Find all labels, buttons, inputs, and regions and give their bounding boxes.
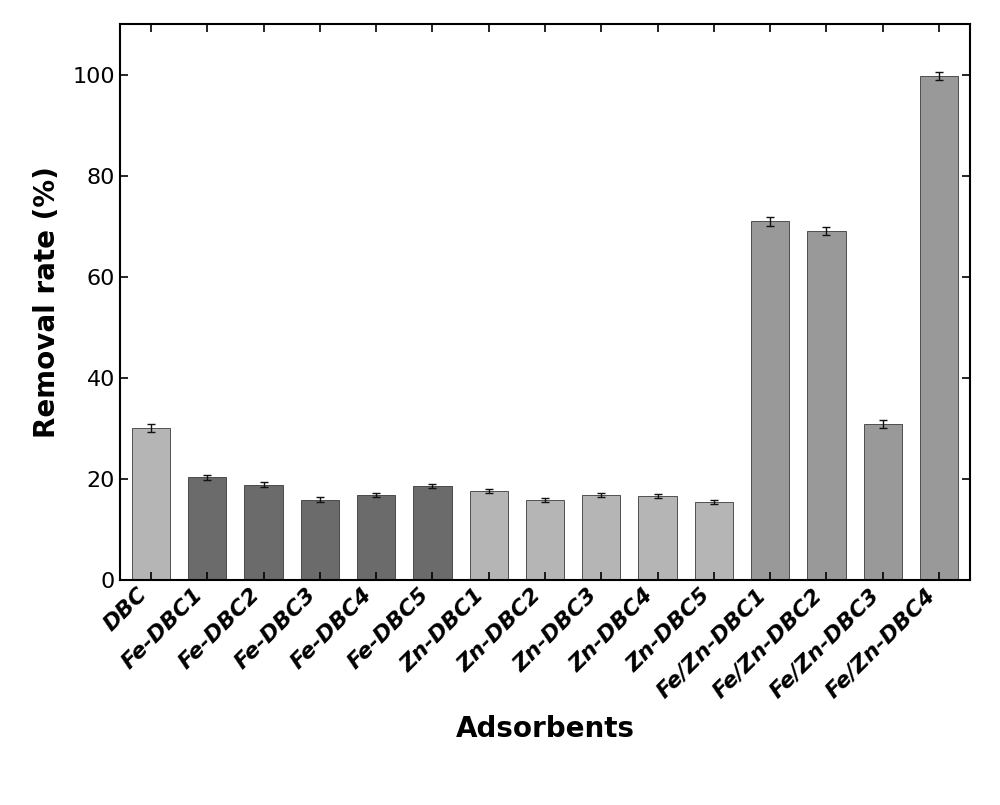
Bar <box>301 500 339 580</box>
Bar <box>638 496 677 580</box>
Bar <box>188 477 226 580</box>
Bar <box>357 495 395 580</box>
Bar <box>470 491 508 580</box>
Bar <box>132 428 170 580</box>
Bar <box>751 221 789 580</box>
Bar <box>807 231 846 580</box>
Bar <box>582 495 620 580</box>
Bar <box>526 500 564 580</box>
Y-axis label: Removal rate (%): Removal rate (%) <box>33 166 61 438</box>
X-axis label: Adsorbents: Adsorbents <box>456 716 635 743</box>
Bar <box>413 486 452 580</box>
Bar <box>864 424 902 580</box>
Bar <box>244 485 283 580</box>
Bar <box>920 76 958 580</box>
Bar <box>695 502 733 580</box>
